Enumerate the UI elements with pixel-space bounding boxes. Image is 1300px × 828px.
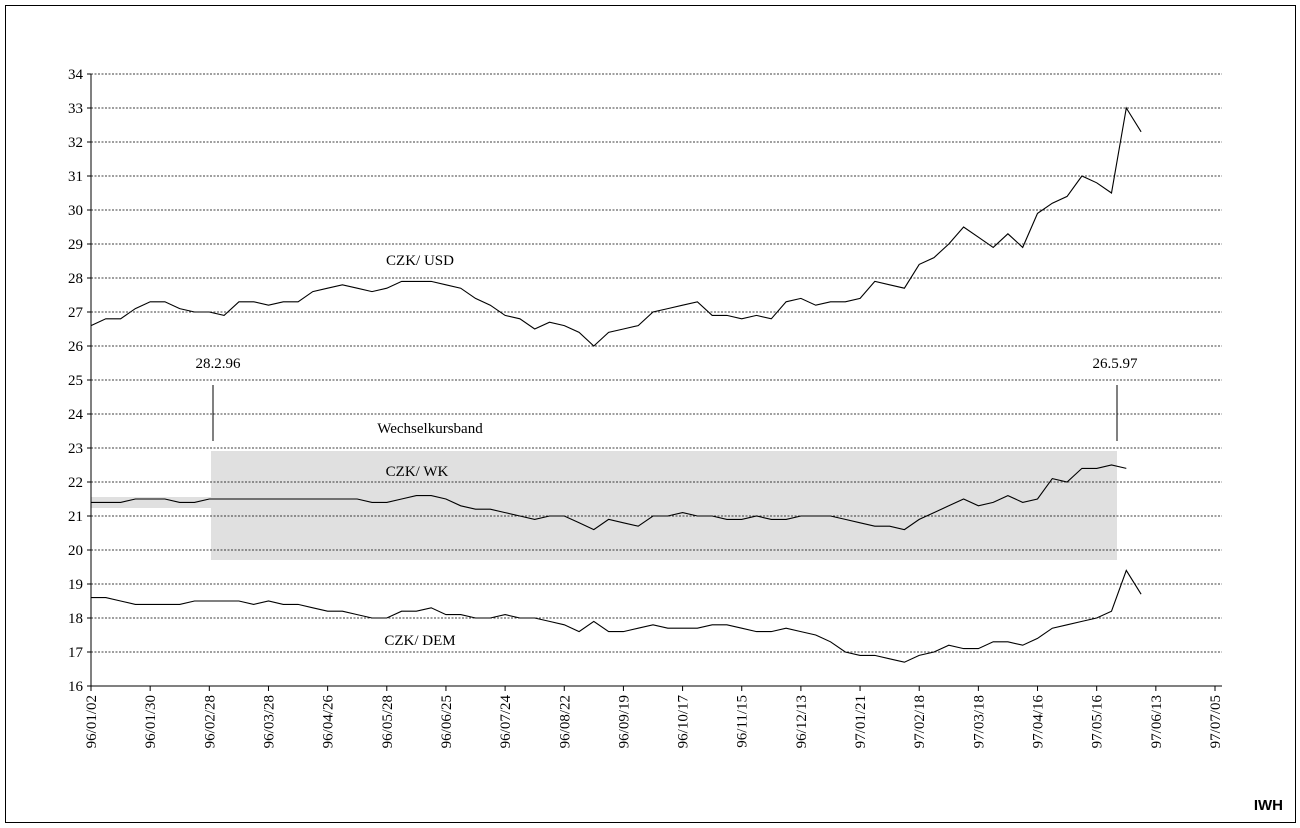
- y-tick-label: 18: [68, 611, 83, 627]
- annotation: 26.5.97: [1093, 356, 1139, 372]
- y-tick-label: 17: [68, 645, 84, 661]
- x-tick-label: 97/02/18: [912, 695, 928, 748]
- annotation: CZK/ USD: [386, 253, 454, 269]
- y-tick-label: 27: [68, 305, 84, 321]
- x-tick-label: 96/01/02: [84, 695, 100, 748]
- x-tick-label: 97/01/21: [853, 695, 869, 748]
- x-tick-label: 96/05/28: [380, 695, 396, 748]
- y-tick-label: 20: [68, 543, 83, 559]
- y-tick-label: 16: [68, 679, 84, 695]
- series-line: [91, 569, 1142, 663]
- x-tick-label: 96/03/28: [261, 695, 277, 748]
- x-tick-label: 96/08/22: [557, 695, 573, 748]
- x-tick-label: 97/05/16: [1090, 695, 1106, 749]
- x-tick-label: 96/07/24: [498, 695, 514, 749]
- exchange-band: [211, 451, 1117, 560]
- y-tick-label: 23: [68, 441, 83, 457]
- y-tick-label: 31: [68, 169, 83, 185]
- y-tick-label: 28: [68, 271, 83, 287]
- x-tick-label: 96/02/28: [202, 695, 218, 748]
- source: IWH: [1254, 797, 1283, 814]
- x-tick-label: 97/04/16: [1031, 695, 1047, 749]
- annotation: Wechselkursband: [377, 421, 483, 437]
- x-tick-label: 96/09/19: [616, 695, 632, 748]
- x-tick-label: 96/10/17: [676, 695, 692, 749]
- y-tick-label: 26: [68, 339, 84, 355]
- y-tick-label: 33: [68, 101, 83, 117]
- y-tick-label: 30: [68, 203, 83, 219]
- x-tick-label: 97/06/13: [1149, 695, 1165, 748]
- y-tick-label: 34: [68, 67, 84, 83]
- x-tick-label: 97/03/18: [971, 695, 987, 748]
- x-tick-label: 97/07/05: [1208, 695, 1224, 748]
- exchange-band-left: [91, 497, 211, 508]
- y-tick-label: 25: [68, 373, 83, 389]
- y-tick-label: 22: [68, 475, 83, 491]
- y-tick-label: 32: [68, 135, 83, 151]
- x-tick-label: 96/11/15: [735, 695, 751, 748]
- x-tick-label: 96/12/13: [794, 695, 810, 748]
- annotation: 28.2.96: [196, 356, 242, 372]
- y-tick-label: 19: [68, 577, 83, 593]
- y-tick-label: 29: [68, 237, 83, 253]
- y-tick-label: 24: [68, 407, 84, 423]
- frame: [5, 5, 1296, 823]
- x-tick-label: 96/01/30: [143, 695, 159, 748]
- y-tick-label: 21: [68, 509, 83, 525]
- annotation: CZK/ DEM: [384, 633, 455, 649]
- series-line: [91, 464, 1127, 531]
- annotation: CZK/ WK: [386, 464, 449, 480]
- x-tick-label: 96/06/25: [439, 695, 455, 748]
- series-line: [90, 106, 1142, 347]
- x-tick-label: 96/04/26: [321, 695, 337, 749]
